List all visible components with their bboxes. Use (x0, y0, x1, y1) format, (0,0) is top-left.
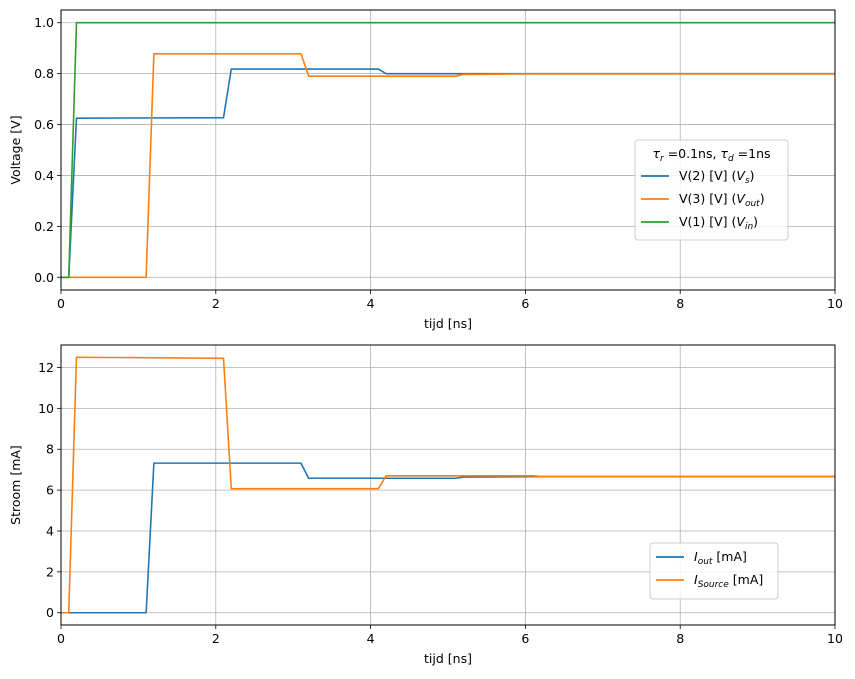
legend: Iout [mA] ISource [mA] (649, 542, 779, 600)
x-tick-label: 2 (212, 631, 220, 646)
axes-frame (60, 344, 836, 626)
legend-entry: ISource [mA] (694, 572, 763, 590)
y-tick-label: 10 (38, 401, 54, 416)
y-tick-label: 1.0 (34, 15, 54, 30)
y-tick-label: 0 (46, 605, 54, 620)
legend-entry: Iout [mA] (694, 549, 747, 567)
y-tick-label: 0.2 (34, 219, 54, 234)
series-line-0 (61, 462, 835, 614)
x-tick-label: 10 (827, 631, 843, 646)
legend-entry: V(2) [V] (Vs) (679, 168, 755, 186)
y-tick-label: 0.8 (34, 66, 54, 81)
y-tick-label: 6 (46, 483, 54, 498)
legend: τr =0.1ns, τd =1ns V(2) [V] (Vs) V(3) [V] … (634, 139, 789, 241)
x-tick-label: 8 (676, 296, 684, 311)
series-line-1 (61, 52, 835, 279)
y-axis-label: Voltage [V] (8, 115, 23, 184)
x-tick-label: 0 (57, 631, 65, 646)
series-line-1 (61, 356, 835, 614)
y-tick-label: 2 (46, 564, 54, 579)
x-tick-label: 6 (521, 296, 529, 311)
x-axis-label: tijd [ns] (424, 316, 472, 331)
voltage-plot: 0 2 4 6 8 10 0.0 0.2 0.4 0.6 0.8 1.0 tijd [ns] Voltag… (8, 9, 843, 331)
current-plot: 0 2 4 6 8 10 0 2 4 6 8 10 12 tijd [ns] Stroom [mA] Iout… (8, 344, 843, 666)
x-axis-label: tijd [ns] (424, 651, 472, 666)
x-tick-label: 4 (367, 296, 375, 311)
x-tick-label: 2 (212, 296, 220, 311)
y-tick-label: 4 (46, 523, 54, 538)
y-axis-label: Stroom [mA] (8, 445, 23, 525)
x-tick-label: 10 (827, 296, 843, 311)
y-tick-label: 0.4 (34, 168, 54, 183)
y-tick-label: 12 (38, 360, 54, 375)
x-tick-label: 4 (367, 631, 375, 646)
series-line-2 (61, 21, 835, 279)
legend-entry: V(3) [V] (Vout) (679, 191, 765, 209)
axes-frame (60, 9, 836, 291)
y-tick-label: 0.0 (34, 270, 54, 285)
legend-title: τr =0.1ns, τd =1ns (652, 146, 770, 164)
x-tick-label: 8 (676, 631, 684, 646)
y-tick-label: 8 (46, 442, 54, 457)
y-tick-label: 0.6 (34, 117, 54, 132)
x-tick-label: 0 (57, 296, 65, 311)
x-tick-label: 6 (521, 631, 529, 646)
legend-entry: V(1) [V] (Vin) (679, 214, 758, 232)
